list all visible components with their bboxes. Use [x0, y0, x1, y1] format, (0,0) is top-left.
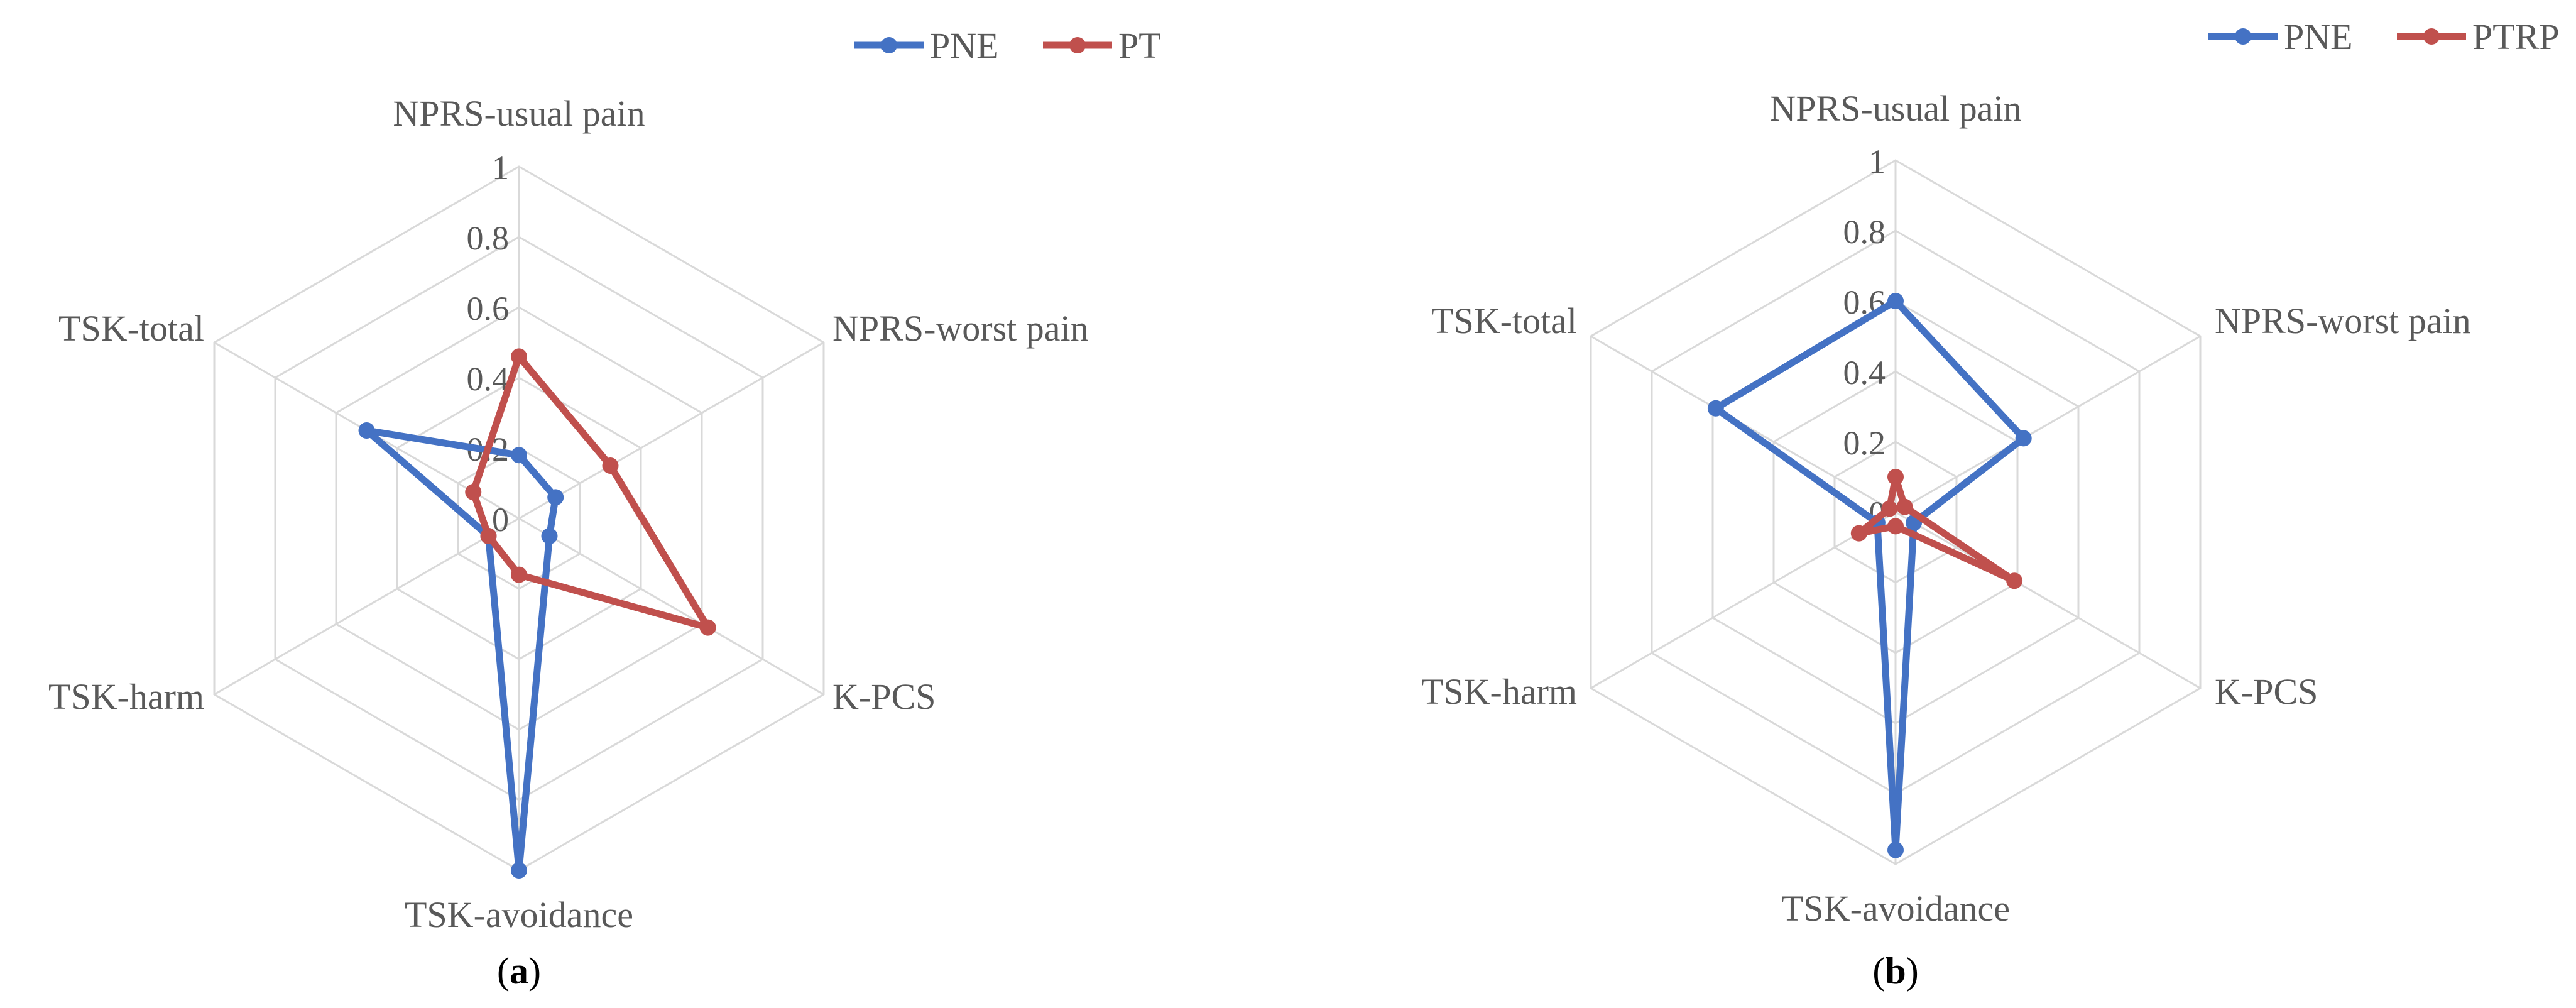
axis-label: TSK-total: [58, 308, 204, 349]
tick-label: 0.6: [1843, 283, 1886, 321]
data-point-pne: [1887, 293, 1904, 309]
data-point-pne: [547, 489, 564, 506]
data-point-ptrp: [2006, 572, 2023, 589]
data-point-pne: [2015, 430, 2032, 447]
tick-label: 0.6: [467, 290, 510, 327]
data-point-ptrp: [1881, 500, 1898, 517]
axis-label: NPRS-usual pain: [393, 93, 645, 134]
axis-label: K-PCS: [2215, 671, 2318, 712]
data-point-ptrp: [1850, 525, 1867, 542]
axis-label: TSK-avoidance: [405, 894, 633, 935]
data-point-pne: [358, 422, 375, 439]
axis-label: TSK-harm: [1421, 671, 1577, 712]
data-point-pne: [1887, 841, 1904, 858]
series-line-pt: [469, 353, 712, 632]
axis-label: TSK-harm: [48, 676, 204, 717]
legend-item-pne: PNE: [2208, 16, 2353, 57]
data-point-pne: [511, 862, 527, 879]
axis-label: TSK-avoidance: [1781, 888, 2010, 929]
series-line-pne: [363, 427, 559, 874]
data-point-pt: [699, 619, 716, 636]
tick-label: 0.2: [1843, 424, 1886, 462]
legend-item-pne: PNE: [854, 25, 999, 66]
legend-swatch-marker: [881, 37, 897, 53]
data-point-pt: [480, 528, 497, 544]
axis-spoke: [1895, 335, 2201, 513]
tick-label: 0.4: [467, 360, 510, 398]
axis-spoke: [518, 517, 824, 696]
data-point-pne: [1707, 400, 1724, 417]
data-point-ptrp: [1896, 498, 1913, 515]
axis-spoke: [518, 341, 824, 520]
data-point-ptrp: [1887, 469, 1904, 485]
tick-label: 1: [492, 149, 509, 187]
axis-spoke: [1895, 511, 2201, 689]
data-point-pt: [465, 484, 482, 500]
tick-label: 0.8: [467, 219, 510, 257]
tick-label: 0.8: [1843, 213, 1886, 251]
data-point-pne: [511, 447, 527, 464]
axis-label: NPRS-usual pain: [1769, 88, 2021, 129]
data-point-pt: [511, 566, 527, 583]
data-point-pt: [511, 348, 527, 365]
axis-label: K-PCS: [832, 676, 936, 717]
data-point-pne: [541, 528, 558, 544]
tick-label: 1: [1869, 143, 1886, 180]
axis-spoke: [1590, 511, 1896, 689]
panel-label: (b): [1872, 950, 1918, 992]
data-point-ptrp: [1887, 518, 1904, 535]
axis-label: TSK-total: [1431, 300, 1577, 341]
legend-label: PT: [1118, 25, 1161, 66]
legend-label: PNE: [2284, 16, 2353, 57]
legend-swatch-marker: [2235, 28, 2251, 45]
legend-swatch-marker: [2423, 28, 2440, 45]
data-point-pt: [602, 457, 619, 474]
axis-label: NPRS-worst pain: [832, 308, 1089, 349]
legend-label: PTRP: [2472, 16, 2560, 57]
legend-item-pt: PT: [1043, 25, 1161, 66]
axis-label: NPRS-worst pain: [2215, 300, 2471, 341]
axis-spoke: [214, 517, 520, 696]
legend-swatch-marker: [1069, 37, 1086, 53]
tick-label: 0.4: [1843, 354, 1886, 392]
legend-item-ptrp: PTRP: [2397, 16, 2560, 57]
legend-label: PNE: [930, 25, 999, 66]
panel-label: (a): [497, 950, 541, 992]
